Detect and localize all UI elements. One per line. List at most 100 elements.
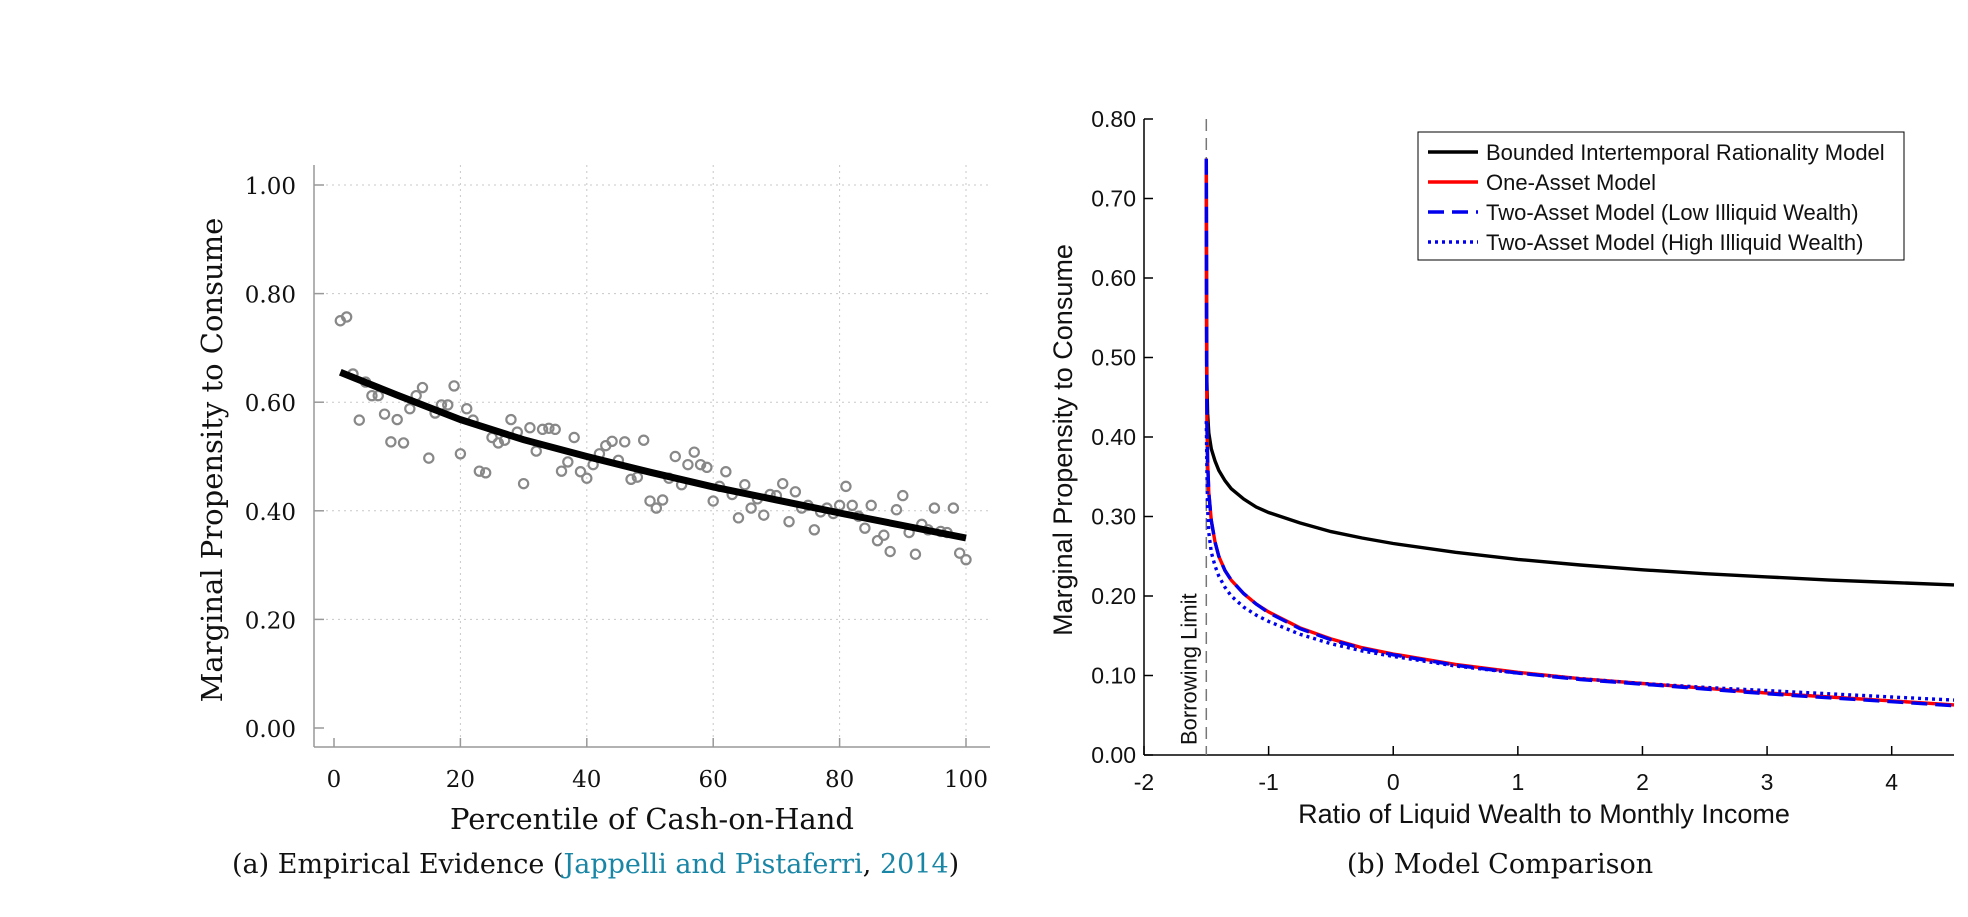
panel-a-y-tick-label: 1.00 — [245, 174, 296, 200]
scatter-point — [840, 480, 852, 493]
panel-b-series-lines — [1204, 158, 1955, 708]
scatter-point — [536, 423, 549, 436]
scatter-point — [543, 422, 555, 434]
scatter-point — [953, 547, 966, 559]
panel-a-y-axis-label: Marginal Propensity to Consume — [195, 218, 229, 703]
scatter-point — [846, 499, 858, 512]
panel-b-y-tick-label: 0.80 — [1091, 106, 1136, 132]
panel-b-y-tick-label: 0.70 — [1091, 186, 1136, 212]
fit-line — [338, 369, 967, 542]
scatter-point — [625, 473, 637, 486]
borrowing-limit-label: Borrowing Limit — [1176, 593, 1201, 745]
panel-a-x-tick-label: 40 — [572, 767, 601, 793]
legend-label-0: Bounded Intertemporal Rationality Model — [1486, 140, 1885, 165]
scatter-point — [555, 465, 568, 477]
panel-a-ticks: 0.00 0.20 0.40 0.60 0.80 1.00 0 20 40 60 80 100 — [245, 174, 988, 793]
panel-b-chart: 0.00 0.10 0.20 0.30 0.40 0.50 0.60 0.70 0.80 -2 -1… — [1048, 106, 1955, 829]
panel-b-x-tick-label: 4 — [1885, 769, 1898, 795]
panel-a-scatter-points — [334, 311, 972, 566]
scatter-point — [758, 509, 770, 521]
caption-a-prefix: (a) Empirical Evidence ( — [232, 849, 563, 880]
scatter-point — [448, 380, 460, 392]
scatter-point — [404, 403, 416, 415]
scatter-point — [442, 399, 454, 411]
panel-a-y-tick-label: 0.80 — [245, 283, 296, 309]
panel-b-x-tick-label: 3 — [1761, 769, 1774, 795]
scatter-point — [574, 466, 587, 478]
panel-a-chart: 0.00 0.20 0.40 0.60 0.80 1.00 0 20 40 60 80 100 Per… — [195, 165, 990, 836]
scatter-point — [581, 472, 593, 484]
scatter-point — [619, 436, 631, 448]
scatter-point — [353, 414, 365, 426]
legend-box — [1417, 131, 1905, 261]
panel-b-x-tick-label: 0 — [1387, 769, 1400, 795]
scatter-point — [423, 452, 435, 464]
scatter-point — [454, 448, 467, 460]
panel-a-grid — [314, 165, 990, 747]
scatter-point — [644, 495, 656, 507]
panel-b-y-tick-label: 0.30 — [1091, 504, 1136, 530]
panel-a-fit-line-group — [338, 369, 967, 542]
panel-b-y-tick-label: 0.10 — [1091, 663, 1136, 689]
scatter-point — [650, 502, 663, 514]
panel-b-x-tick-label: -2 — [1134, 769, 1154, 795]
panel-b-x-axis-label: Ratio of Liquid Wealth to Monthly Income — [1298, 799, 1790, 829]
panel-b-y-tick-label: 0.40 — [1091, 424, 1136, 450]
scatter-point — [890, 504, 903, 516]
scatter-point — [694, 458, 707, 471]
scatter-point — [530, 445, 542, 457]
legend-label-3: Two-Asset Model (High Illiquid Wealth) — [1486, 230, 1863, 255]
panel-b-y-tick-label: 0.00 — [1091, 742, 1136, 768]
panel-a-x-axis-label: Percentile of Cash-on-Hand — [450, 802, 854, 836]
scatter-point — [505, 413, 517, 426]
panel-b-y-tick-label: 0.20 — [1091, 583, 1136, 609]
caption-a-author-link[interactable]: Jappelli and Pistaferri — [560, 849, 863, 880]
legend-label-2: Two-Asset Model (Low Illiquid Wealth) — [1486, 200, 1859, 225]
scatter-point — [884, 545, 896, 558]
scatter-point — [397, 437, 410, 449]
scatter-point — [378, 408, 391, 420]
scatter-point — [878, 529, 890, 541]
scatter-point — [385, 436, 397, 448]
scatter-point — [897, 489, 909, 502]
panel-a-y-tick-label: 0.60 — [245, 391, 296, 417]
scatter-point — [745, 502, 757, 514]
panel-a-x-tick-label: 20 — [446, 767, 475, 793]
scatter-point — [524, 422, 536, 434]
caption-a: (a) Empirical Evidence (Jappelli and Pis… — [232, 849, 959, 880]
scatter-point — [366, 389, 378, 402]
panel-a-y-tick-label: 0.40 — [245, 500, 296, 526]
scatter-point — [732, 512, 745, 524]
panel-b-y-axis-label: Marginal Propensity to Consume — [1048, 244, 1078, 636]
scatter-point — [707, 495, 719, 507]
scatter-point — [461, 403, 473, 415]
scatter-point — [947, 502, 960, 514]
caption-a-sep: , — [863, 849, 880, 880]
scatter-point — [416, 381, 429, 394]
scatter-point — [859, 522, 871, 534]
scatter-point — [701, 461, 713, 474]
scatter-point — [739, 479, 751, 491]
scatter-point — [669, 450, 681, 463]
scatter-point — [688, 446, 700, 458]
panel-a-x-tick-label: 100 — [944, 767, 988, 793]
panel-b-y-tick-label: 0.50 — [1091, 345, 1136, 371]
scatter-point — [909, 548, 922, 560]
scatter-point — [340, 311, 353, 323]
legend-label-1: One-Asset Model — [1486, 170, 1656, 195]
scatter-point — [960, 553, 972, 566]
panel-b-x-tick-label: 2 — [1636, 769, 1649, 795]
panel-b-ticks: 0.00 0.10 0.20 0.30 0.40 0.50 0.60 0.70 0.80 -2 -1… — [1091, 106, 1898, 795]
series-line-0 — [1204, 158, 1955, 587]
scatter-point — [783, 515, 795, 528]
scatter-point — [473, 465, 486, 477]
panel-b-x-tick-label: -1 — [1258, 769, 1278, 795]
scatter-point — [777, 477, 789, 490]
scatter-point — [568, 431, 580, 444]
caption-a-year-link[interactable]: 2014 — [880, 849, 949, 880]
series-line-2 — [1204, 158, 1955, 708]
scatter-point — [562, 456, 574, 468]
scatter-point — [517, 477, 530, 490]
scatter-point — [492, 437, 505, 449]
